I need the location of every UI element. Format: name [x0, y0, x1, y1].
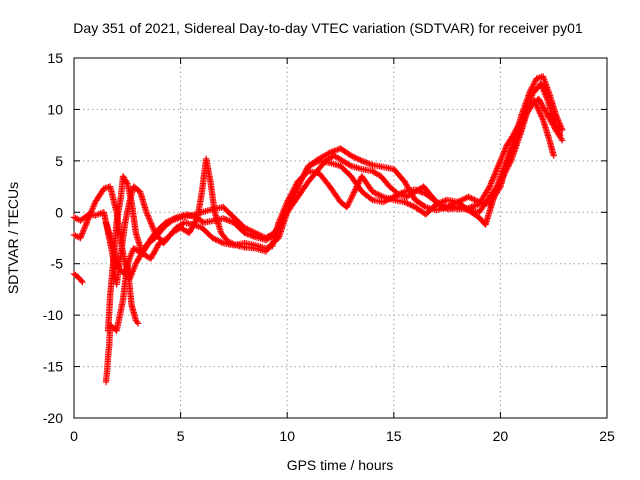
data-series	[70, 73, 566, 386]
y-tick-label: 10	[47, 101, 63, 117]
y-tick-label: 15	[47, 50, 63, 66]
x-tick-label: 0	[70, 428, 78, 444]
y-axis-title: SDTVAR / TECUs	[5, 182, 21, 294]
series-track-4	[104, 80, 564, 334]
data-point-markers	[104, 80, 564, 334]
x-tick-label: 25	[599, 428, 615, 444]
series-track-5	[102, 260, 142, 386]
y-tick-label: -10	[43, 307, 63, 323]
y-tick-label: 0	[55, 204, 63, 220]
x-axis-title: GPS time / hours	[287, 457, 394, 473]
y-tick-label: -20	[43, 410, 63, 426]
y-tick-label: -15	[43, 359, 63, 375]
series-track-3	[70, 98, 557, 286]
y-tick-label: -5	[51, 256, 64, 272]
data-point-markers	[102, 260, 142, 386]
x-tick-label: 5	[177, 428, 185, 444]
x-tick-label: 15	[386, 428, 402, 444]
x-tick-label: 10	[279, 428, 295, 444]
axis-ticks: 0 5 10 15 20 25 -20 -15 -10 -5 0 5 10 15	[43, 50, 615, 444]
chart-title: Day 351 of 2021, Sidereal Day-to-day VTE…	[73, 20, 583, 36]
y-tick-label: 5	[55, 153, 63, 169]
data-point-markers	[70, 98, 557, 286]
x-tick-label: 20	[493, 428, 509, 444]
